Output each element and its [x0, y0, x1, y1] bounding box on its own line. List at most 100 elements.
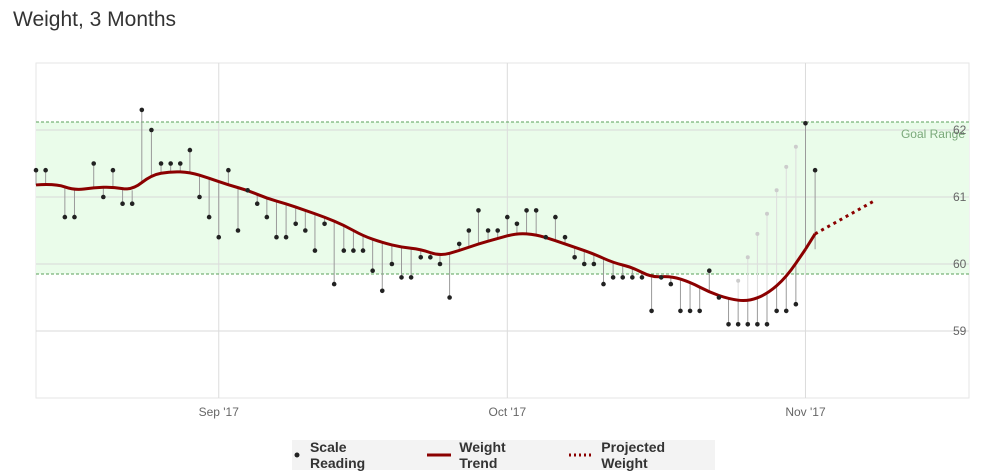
- scale-reading-point: [755, 322, 760, 327]
- projected-reading-point: [765, 211, 770, 216]
- scale-reading-point: [331, 281, 337, 287]
- legend-item-projected-weight[interactable]: Projected Weight: [569, 439, 715, 471]
- scale-reading-point: [399, 275, 404, 280]
- scale-reading-point: [812, 167, 818, 173]
- scale-reading-point: [379, 288, 385, 294]
- scale-reading-point: [678, 308, 683, 314]
- scale-reading-point: [783, 308, 789, 314]
- scale-reading-point: [177, 161, 183, 166]
- scale-reading-point: [803, 121, 808, 126]
- scale-reading-point: [456, 241, 462, 247]
- scale-reading-point: [187, 147, 193, 153]
- scale-reading-point: [360, 248, 366, 253]
- scale-reading-point: [428, 254, 433, 260]
- scale-reading-marker-icon: [294, 452, 300, 458]
- scale-reading-point: [226, 167, 231, 173]
- x-tick-label: Oct '17: [488, 405, 526, 419]
- projected-reading-point: [745, 255, 750, 260]
- scale-reading-point: [524, 208, 529, 213]
- projected-reading-point: [755, 231, 760, 236]
- scale-reading-point: [687, 308, 693, 314]
- scale-reading-point: [649, 308, 654, 314]
- scale-reading-point: [630, 275, 635, 280]
- scale-reading-point: [495, 228, 500, 233]
- scale-reading-point: [158, 161, 164, 166]
- scale-reading-point: [129, 201, 135, 206]
- scale-reading-point: [668, 281, 674, 287]
- scale-reading-point: [283, 234, 289, 240]
- scale-reading-point: [533, 208, 539, 213]
- scale-reading-point: [197, 194, 202, 200]
- projected-reading-point: [736, 278, 741, 283]
- scale-reading-point: [562, 234, 568, 240]
- scale-reading-point: [370, 268, 375, 274]
- scale-reading-point: [293, 221, 299, 227]
- scale-reading-point: [610, 275, 616, 280]
- scale-reading-point: [697, 308, 702, 314]
- scale-reading-point: [476, 208, 481, 213]
- scale-reading-point: [149, 127, 154, 133]
- projected-reading-point: [784, 164, 789, 169]
- scale-reading-point: [264, 214, 270, 220]
- scale-reading-point: [553, 214, 558, 220]
- y-tick-label: 60: [953, 257, 967, 271]
- scale-reading-point: [764, 322, 770, 327]
- projected-weight-line-icon: [569, 453, 594, 457]
- scale-reading-point: [303, 228, 308, 233]
- scale-reading-point: [120, 201, 125, 206]
- legend-item-scale-reading[interactable]: Scale Reading: [292, 439, 405, 471]
- y-tick-label: 61: [953, 190, 967, 204]
- scale-reading-point: [437, 261, 443, 267]
- scale-reading-point: [72, 214, 77, 220]
- scale-reading-point: [601, 281, 606, 287]
- scale-reading-point: [581, 261, 587, 267]
- scale-reading-point: [726, 322, 731, 327]
- scale-reading-point: [43, 167, 48, 173]
- scale-reading-point: [62, 214, 68, 220]
- weight-chart: Goal Range 59 60 61 62 Sep '17 Oct '17 Nov '17: [33, 62, 970, 419]
- weight-trend-connector: [804, 233, 817, 251]
- scale-reading-point: [312, 248, 318, 253]
- scale-reading-point: [245, 188, 250, 193]
- scale-reading-point: [91, 161, 97, 166]
- scale-reading-point: [101, 194, 106, 200]
- goal-range-band: [36, 121, 969, 275]
- scale-reading-point: [735, 322, 741, 327]
- scale-reading-point: [322, 221, 327, 227]
- legend-item-weight-trend[interactable]: Weight Trend: [427, 439, 547, 471]
- scale-reading-point: [543, 234, 549, 240]
- scale-reading-point: [418, 254, 424, 260]
- scale-reading-point: [793, 301, 799, 307]
- chart-title: Weight, 3 Months: [13, 8, 177, 31]
- scale-reading-point: [447, 295, 452, 300]
- scale-reading-point: [139, 107, 145, 113]
- projected-reading-point: [774, 188, 779, 193]
- legend-label-scale-reading: Scale Reading: [309, 439, 366, 471]
- weight-trend-line: [35, 170, 807, 303]
- legend-label-projected-weight: Projected Weight: [601, 439, 666, 471]
- scale-reading-point: [274, 234, 279, 240]
- scale-reading-point: [774, 308, 779, 314]
- scale-reading-point: [389, 261, 395, 267]
- scale-reading-point: [235, 228, 241, 233]
- y-tick-label: 62: [953, 123, 967, 137]
- scale-reading-point: [514, 221, 520, 227]
- chart-legend: Scale Reading Weight Trend Projected Wei…: [292, 439, 715, 471]
- scale-reading-point: [341, 248, 347, 253]
- scale-reading-point: [33, 167, 39, 173]
- scale-reading-point: [110, 167, 116, 173]
- scale-reading-point: [658, 275, 664, 280]
- scale-reading-point: [706, 268, 712, 274]
- weight-trend-line-icon: [427, 453, 452, 457]
- scale-reading-point: [254, 201, 260, 206]
- x-tick-label: Sep '17: [199, 405, 240, 419]
- scale-reading-point: [716, 295, 722, 300]
- scale-reading-point: [620, 275, 626, 280]
- scale-reading-point: [168, 161, 173, 166]
- projected-reading-point: [793, 144, 798, 149]
- scale-reading-point: [408, 275, 414, 280]
- scale-reading-point: [216, 234, 222, 240]
- goal-range-label: Goal Range: [901, 127, 965, 141]
- scale-reading-point: [639, 275, 645, 280]
- legend-label-weight-trend: Weight Trend: [459, 439, 506, 471]
